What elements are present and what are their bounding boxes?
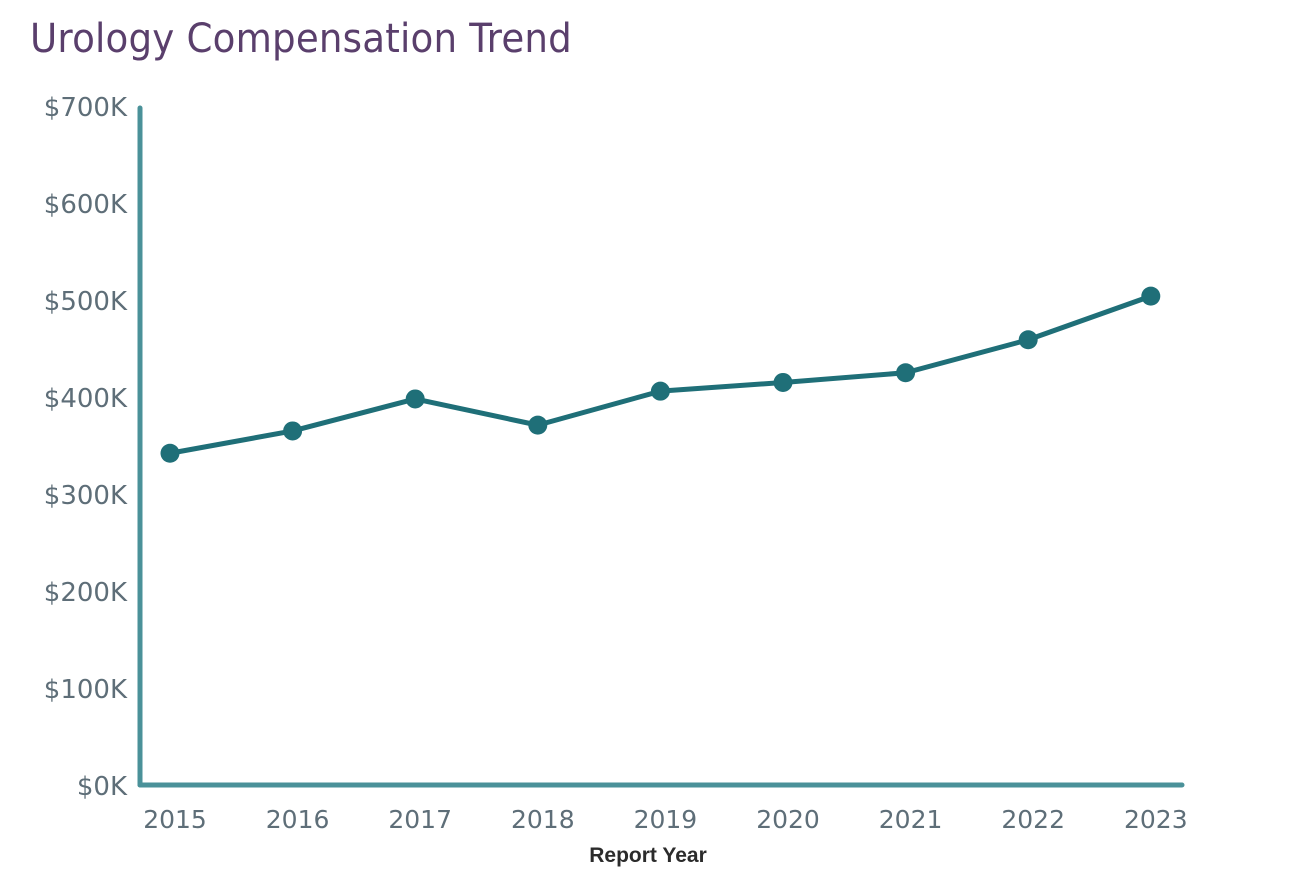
data-point	[1018, 330, 1038, 350]
y-tick-label: $400K	[44, 384, 128, 414]
series-line	[169, 293, 1152, 456]
data-points	[160, 286, 1161, 463]
y-tick-label: $500K	[44, 287, 128, 317]
data-point	[405, 389, 425, 409]
data-point	[896, 363, 916, 383]
data-point	[528, 415, 548, 435]
data-point	[1141, 286, 1161, 306]
y-tick-label: $300K	[44, 481, 128, 511]
y-axis-ticks: $0K $100K $200K $300K $400K $500K $600K $700K	[44, 93, 128, 802]
y-tick-label: $200K	[44, 578, 128, 608]
y-tick-label: $600K	[44, 190, 128, 220]
data-point	[283, 421, 303, 441]
x-axis-label: Report Year	[589, 844, 707, 867]
x-tick-label: 2018	[511, 805, 575, 834]
y-tick-label: $700K	[44, 93, 128, 123]
data-point	[650, 381, 670, 401]
x-axis-ticks: 2015 2016 2017 2018 2019 2020 2021 2022 2023	[143, 805, 1187, 834]
x-tick-label: 2023	[1124, 805, 1188, 834]
chart-title: Urology Compensation Trend	[30, 16, 572, 62]
x-tick-label: 2020	[756, 805, 820, 834]
x-tick-label: 2022	[1001, 805, 1065, 834]
data-point	[160, 443, 180, 463]
x-tick-label: 2015	[143, 805, 207, 834]
x-tick-label: 2017	[388, 805, 452, 834]
x-tick-label: 2016	[266, 805, 330, 834]
data-point	[773, 372, 793, 392]
x-tick-label: 2019	[634, 805, 698, 834]
y-tick-label: $100K	[44, 675, 128, 705]
x-tick-label: 2021	[879, 805, 943, 834]
y-tick-label: $0K	[77, 772, 128, 802]
